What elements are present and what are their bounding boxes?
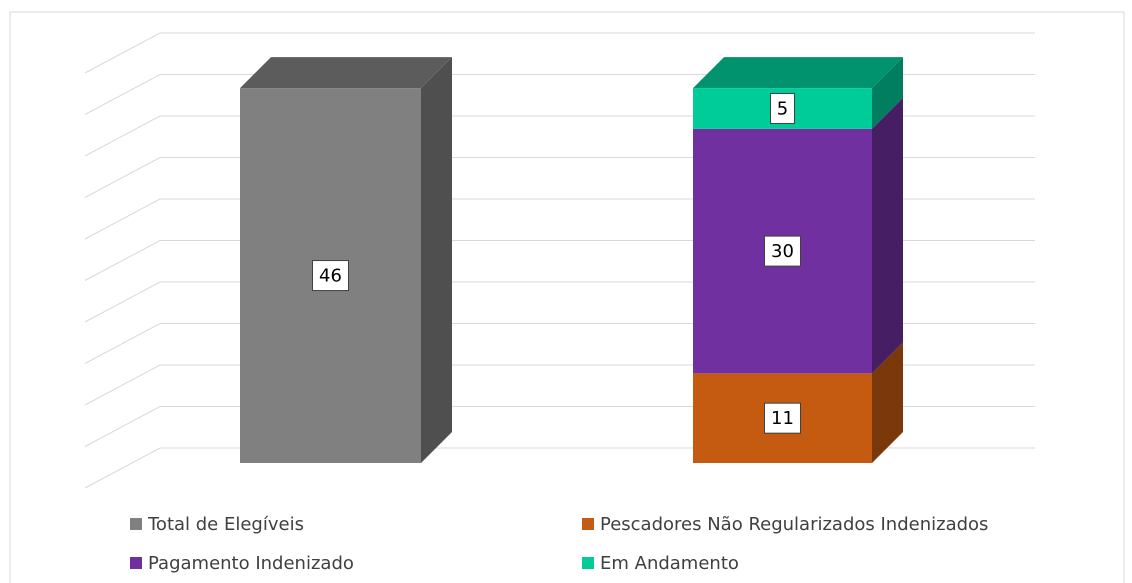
data-label-box — [764, 235, 801, 267]
bar-top — [693, 57, 903, 89]
bar-side — [872, 342, 903, 463]
data-label: 30 — [771, 241, 794, 262]
legend-swatch — [582, 518, 594, 530]
data-label-box — [770, 92, 795, 124]
data-label: 5 — [777, 98, 788, 119]
legend-label: Em Andamento — [600, 553, 739, 574]
data-label-box — [312, 260, 349, 292]
bar-top — [240, 57, 452, 89]
legend-swatch — [130, 518, 142, 530]
legend-swatch — [582, 557, 594, 569]
legend-label: Total de Elegíveis — [147, 514, 304, 535]
bar-side — [872, 97, 903, 374]
data-label: 46 — [319, 266, 342, 287]
bar-side — [421, 57, 452, 463]
data-label-box — [764, 402, 801, 434]
legend-label: Pescadores Não Regularizados Indenizados — [600, 514, 988, 535]
grid-line — [84, 447, 1035, 489]
legend-label: Pagamento Indenizado — [148, 553, 354, 574]
data-label: 11 — [771, 408, 794, 429]
grid-line — [84, 32, 1035, 74]
legend-swatch — [130, 557, 142, 569]
chart-border — [9, 11, 1125, 583]
bar-side — [872, 57, 903, 129]
